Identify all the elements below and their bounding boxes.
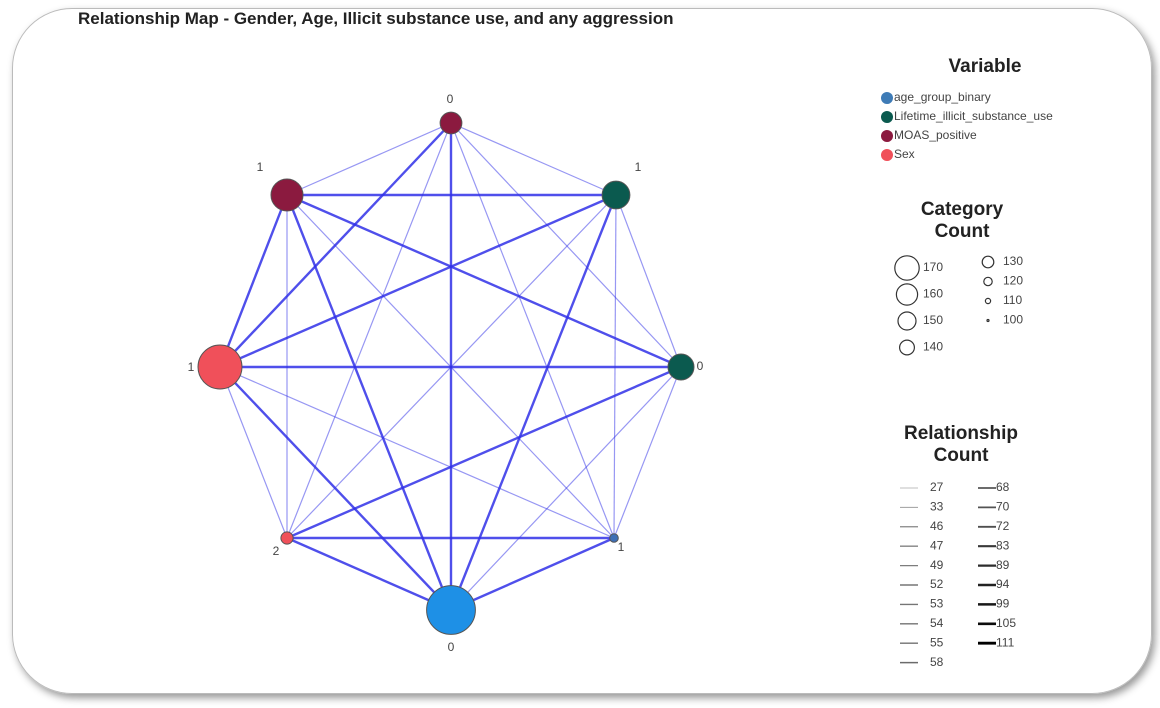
edge [450,122,682,368]
legend-label: Sex [894,147,915,161]
legend-size [898,339,915,356]
edge [615,194,682,368]
legend-size [983,276,993,287]
node-label: 2 [273,544,280,558]
legend-line-label: 105 [996,616,1016,630]
edge [286,193,682,369]
legend-swatch [881,111,893,123]
legend-line-label: 72 [996,519,1010,533]
edge [219,366,615,539]
legend-line-label: 46 [930,519,944,533]
node [609,533,619,543]
legend-line-label: 94 [996,577,1010,591]
edge [219,366,288,539]
node [667,353,695,381]
legend-line-label: 55 [930,635,944,649]
edge [286,365,682,540]
node [270,178,304,212]
legend-size [895,283,919,306]
edge [218,194,289,368]
legend-size [984,297,992,305]
edge [219,193,617,369]
legend-line-label: 27 [930,480,944,494]
legend-line-label: 83 [996,538,1010,552]
node [439,111,463,135]
edge [450,122,617,196]
legend-swatch [881,149,893,161]
title: Relationship Map - Gender, Age, Illicit … [78,9,674,28]
node-label: 1 [635,160,642,174]
legend-size [894,255,920,281]
legend-size-label: 170 [923,260,943,274]
node [426,585,476,635]
frame [12,8,1152,694]
legend-size-label: 160 [923,287,943,301]
edge [286,536,452,612]
legend-size-label: 120 [1003,274,1023,288]
legend-line-label: 68 [996,480,1010,494]
legend-size-label: 110 [1003,293,1022,307]
legend-label: age_group_binary [894,90,991,104]
legend-line-label: 53 [930,597,944,611]
legend-title: Variable [948,56,1022,77]
legend-line-label: 70 [996,500,1010,514]
edge [286,122,452,539]
legend-line-label: 33 [930,500,944,514]
node-label: 0 [447,92,454,106]
node [601,180,631,210]
node-label: 1 [257,160,264,174]
edge [449,194,618,611]
legend-line-label: 58 [930,655,944,669]
legend-line-label: 89 [996,558,1010,572]
legend-label: MOAS_positive [894,128,977,142]
node-label: 1 [188,360,195,374]
edge [450,122,615,539]
legend-size-label: 140 [923,340,943,354]
legend-line-label: 99 [996,597,1010,611]
legend-swatch [881,92,893,104]
legend-title: Relationship Count [903,423,1018,466]
legend-line-label: 47 [930,538,944,552]
legend-size-label: 100 [1003,313,1023,327]
node [197,344,243,390]
legend-title: Category Count [920,199,1004,242]
legend-line-label: 52 [930,577,944,591]
edge [285,194,453,611]
legend-line-label: 49 [930,558,944,572]
legend-size [986,318,990,323]
edge [219,366,452,611]
legend-line-label: 111 [996,635,1015,649]
node-label: 0 [697,359,704,373]
legend-size [981,255,995,269]
node-label: 1 [618,540,625,554]
edge [613,366,682,539]
legend-size [897,311,917,331]
node [280,531,294,545]
legend-line-label: 54 [930,616,944,630]
edge [219,122,452,368]
node-label: 0 [448,640,455,654]
legend-label: Lifetime_illicit_substance_use [894,109,1053,123]
edge [286,122,452,196]
legend-swatch [881,130,893,142]
edge [286,194,615,539]
legend-size-label: 130 [1003,254,1023,268]
legend-size-label: 150 [923,313,943,327]
edge [450,536,615,612]
